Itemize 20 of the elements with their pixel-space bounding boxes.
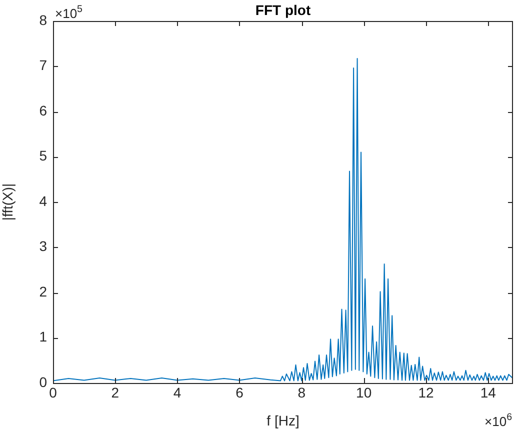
x-tick-label: 8 (298, 384, 306, 400)
chart-title: FFT plot (255, 2, 311, 18)
x-tick-label: 10 (356, 384, 372, 400)
y-tick-label: 5 (39, 148, 48, 164)
y-tick-label: 7 (39, 57, 48, 74)
y-tick-label: 6 (39, 102, 48, 118)
x-tick-label: 4 (173, 384, 182, 400)
x-axis-title: f [Hz] (266, 412, 300, 428)
x-tick-label: 0 (49, 384, 58, 400)
y-tick-label: 2 (39, 283, 48, 300)
y-tick-label: 8 (39, 12, 48, 28)
y-axis-title: |fft(X)| (0, 183, 16, 221)
y-tick-label: 3 (39, 238, 48, 254)
y-tick-label: 0 (39, 374, 48, 390)
x-tick-label: 14 (480, 384, 496, 400)
x-tick-label: 2 (111, 384, 120, 400)
x-tick-label: 6 (236, 384, 244, 400)
x-tick-label: 12 (418, 384, 434, 400)
y-tick-label: 4 (39, 192, 48, 209)
y-tick-label: 1 (39, 328, 48, 345)
